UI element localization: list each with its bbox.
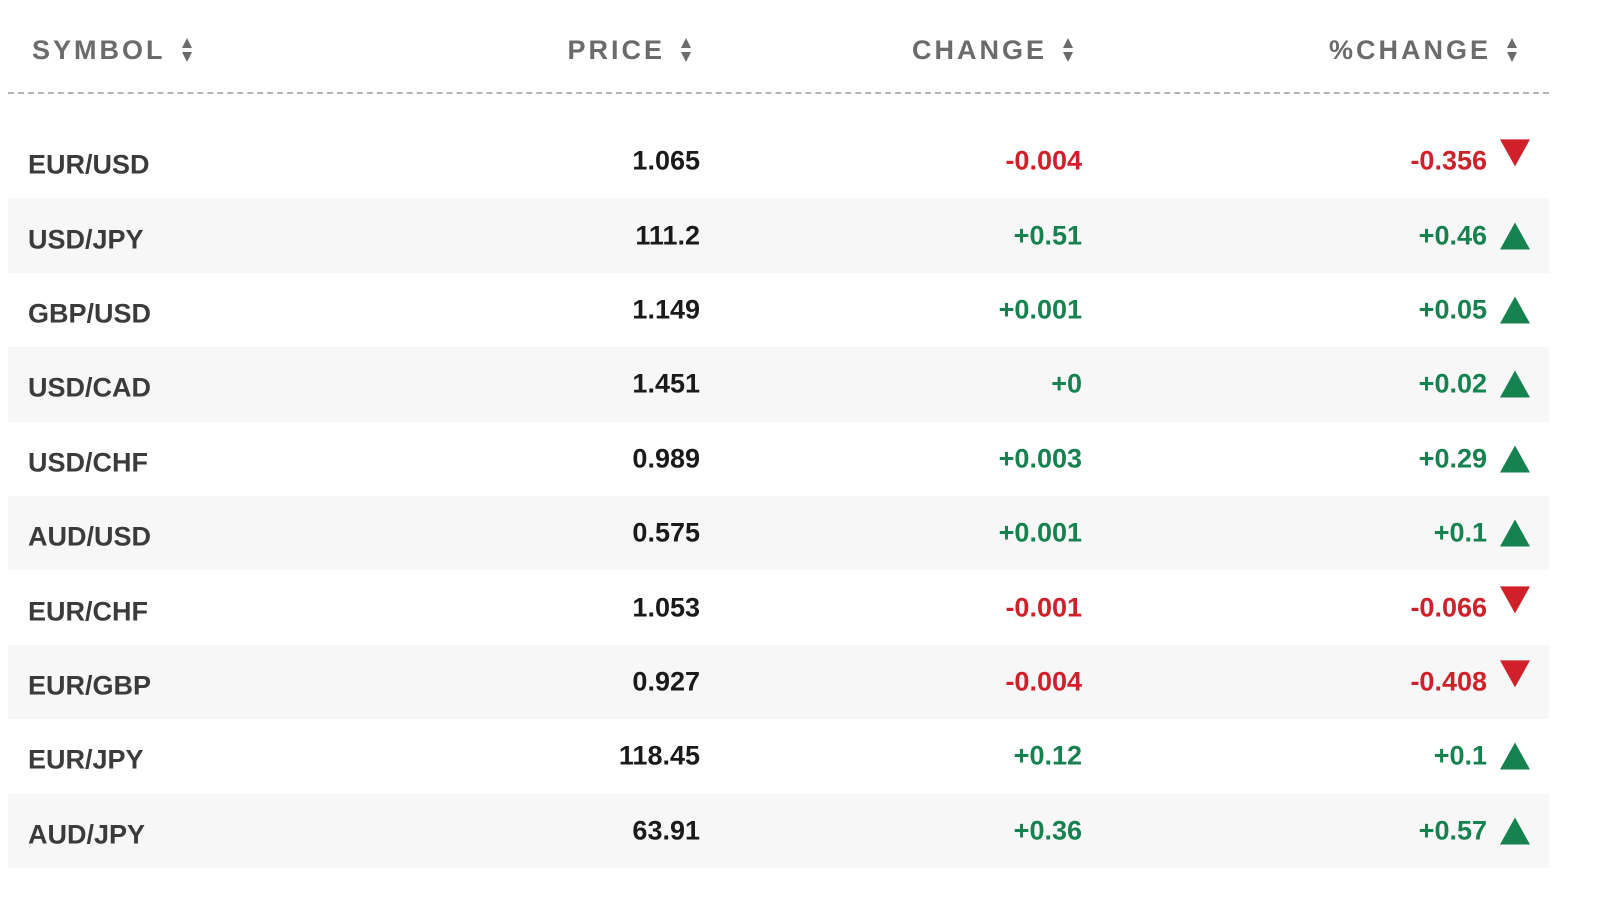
pct-change-cell: +0.57 bbox=[1418, 815, 1487, 846]
pct-change-cell: +0.29 bbox=[1418, 443, 1487, 474]
column-header-pct-change-label: %CHANGE bbox=[1328, 34, 1491, 65]
sort-icon[interactable] bbox=[1061, 34, 1075, 66]
column-header-change[interactable]: CHANGE bbox=[912, 34, 1075, 66]
triangle-up-icon bbox=[1500, 370, 1530, 398]
symbol-cell[interactable]: AUD/JPY bbox=[28, 819, 146, 850]
price-cell: 118.45 bbox=[618, 740, 700, 771]
symbol-cell[interactable]: EUR/GBP bbox=[28, 670, 152, 701]
symbol-cell[interactable]: USD/JPY bbox=[28, 224, 144, 255]
change-cell: -0.004 bbox=[1005, 666, 1082, 697]
price-cell: 0.927 bbox=[632, 666, 700, 697]
change-cell: +0.001 bbox=[998, 517, 1082, 548]
change-cell: +0.51 bbox=[1013, 220, 1082, 251]
change-cell: +0 bbox=[1051, 368, 1082, 399]
column-header-change-label: CHANGE bbox=[911, 34, 1047, 65]
change-cell: -0.004 bbox=[1005, 145, 1082, 176]
sort-icon[interactable] bbox=[1505, 34, 1519, 66]
column-header-symbol[interactable]: SYMBOL bbox=[32, 34, 194, 66]
pct-change-cell: +0.46 bbox=[1418, 220, 1487, 251]
symbol-cell[interactable]: AUD/USD bbox=[28, 521, 152, 552]
triangle-up-icon bbox=[1500, 296, 1530, 324]
price-cell: 1.065 bbox=[632, 145, 700, 176]
triangle-down-icon bbox=[1500, 660, 1530, 688]
symbol-cell[interactable]: USD/CAD bbox=[28, 372, 152, 403]
table-body: EUR/USD 1.065 -0.004 -0.356 USD/JPY 111.2 +0.5… bbox=[8, 124, 1549, 868]
price-cell: 1.053 bbox=[632, 592, 700, 623]
table-row[interactable]: AUD/USD 0.575 +0.001 +0.1 bbox=[8, 495, 1549, 571]
change-cell: +0.001 bbox=[998, 294, 1082, 325]
table-row[interactable]: AUD/JPY 63.91 +0.36 +0.57 bbox=[8, 793, 1549, 868]
pct-change-cell: -0.356 bbox=[1410, 145, 1487, 176]
change-cell: -0.001 bbox=[1005, 592, 1082, 623]
pct-change-cell: +0.1 bbox=[1433, 740, 1487, 771]
triangle-up-icon bbox=[1500, 445, 1530, 473]
symbol-cell[interactable]: USD/CHF bbox=[28, 447, 148, 478]
triangle-down-icon bbox=[1500, 139, 1530, 167]
price-cell: 1.451 bbox=[632, 368, 700, 399]
sort-icon[interactable] bbox=[679, 34, 693, 66]
column-header-price-label: PRICE bbox=[567, 34, 665, 65]
symbol-cell[interactable]: GBP/USD bbox=[28, 298, 152, 329]
change-cell: +0.36 bbox=[1013, 815, 1082, 846]
triangle-up-icon bbox=[1500, 817, 1530, 845]
table-row[interactable]: EUR/JPY 118.45 +0.12 +0.1 bbox=[8, 719, 1549, 793]
table-row[interactable]: USD/JPY 111.2 +0.51 +0.46 bbox=[8, 198, 1549, 273]
triangle-up-icon bbox=[1500, 519, 1530, 547]
column-header-pct-change[interactable]: %CHANGE bbox=[1329, 34, 1519, 66]
pct-change-cell: +0.02 bbox=[1418, 368, 1487, 399]
table-row[interactable]: EUR/USD 1.065 -0.004 -0.356 bbox=[8, 124, 1549, 198]
symbol-cell[interactable]: EUR/USD bbox=[28, 149, 150, 180]
triangle-up-icon bbox=[1500, 222, 1530, 250]
column-header-symbol-label: SYMBOL bbox=[32, 34, 166, 65]
table-header: SYMBOL PRICE CHANGE %CHANGE bbox=[8, 0, 1549, 94]
currency-table: SYMBOL PRICE CHANGE %CHANGE EUR/USD 1.065… bbox=[8, 0, 1549, 868]
change-cell: +0.12 bbox=[1013, 740, 1082, 771]
table-row[interactable]: EUR/CHF 1.053 -0.001 -0.066 bbox=[8, 570, 1549, 644]
price-cell: 111.2 bbox=[635, 220, 700, 251]
table-row[interactable]: EUR/GBP 0.927 -0.004 -0.408 bbox=[8, 644, 1549, 720]
pct-change-cell: -0.066 bbox=[1410, 592, 1487, 623]
pct-change-cell: +0.05 bbox=[1418, 294, 1487, 325]
price-cell: 0.989 bbox=[632, 443, 700, 474]
table-row[interactable]: GBP/USD 1.149 +0.001 +0.05 bbox=[8, 273, 1549, 347]
table-row[interactable]: USD/CAD 1.451 +0 +0.02 bbox=[8, 347, 1549, 422]
pct-change-cell: -0.408 bbox=[1410, 666, 1487, 697]
price-cell: 1.149 bbox=[632, 294, 700, 325]
sort-icon[interactable] bbox=[180, 34, 194, 66]
symbol-cell[interactable]: EUR/JPY bbox=[28, 744, 144, 775]
triangle-down-icon bbox=[1500, 585, 1530, 613]
symbol-cell[interactable]: EUR/CHF bbox=[28, 596, 148, 627]
table-row[interactable]: USD/CHF 0.989 +0.003 +0.29 bbox=[8, 422, 1549, 496]
change-cell: +0.003 bbox=[998, 443, 1082, 474]
price-cell: 63.91 bbox=[632, 815, 700, 846]
column-header-price[interactable]: PRICE bbox=[567, 34, 693, 66]
pct-change-cell: +0.1 bbox=[1433, 517, 1487, 548]
triangle-up-icon bbox=[1500, 742, 1530, 770]
price-cell: 0.575 bbox=[632, 517, 700, 548]
